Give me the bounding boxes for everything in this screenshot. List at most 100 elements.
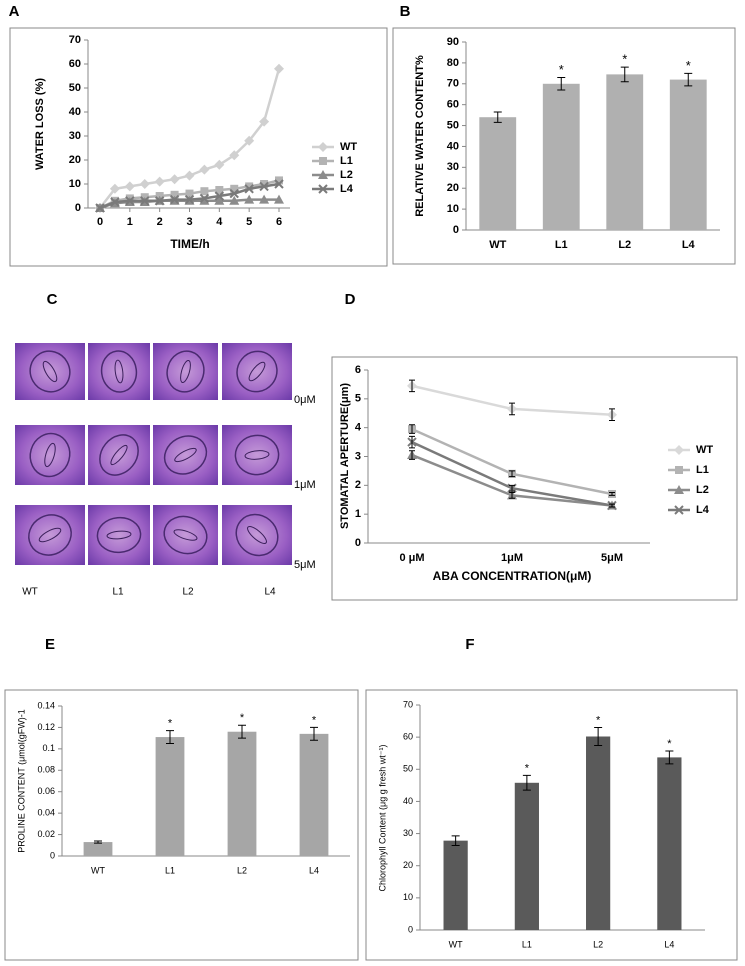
significance-mark: *	[622, 52, 627, 67]
point	[199, 164, 210, 175]
error-bar	[620, 66, 629, 83]
error-bar	[409, 435, 415, 449]
point	[199, 193, 210, 204]
bar	[657, 757, 682, 930]
point	[214, 191, 225, 201]
error-bar	[684, 72, 693, 87]
legend-label: L2	[340, 169, 353, 181]
error-bar	[409, 424, 415, 434]
y-tick-label: 70	[69, 34, 81, 46]
significance-mark: *	[240, 712, 245, 724]
bar	[479, 117, 517, 230]
legend-marker	[674, 505, 684, 515]
error-bar	[665, 750, 674, 765]
point	[230, 184, 239, 193]
legend-marker	[674, 485, 684, 494]
stomata-image	[15, 425, 85, 485]
error-bar	[409, 379, 415, 393]
stomatal-pore	[38, 527, 62, 543]
y-tick-label: 1	[355, 508, 361, 520]
x-tick-label: L2	[618, 239, 631, 251]
guard-cell	[29, 350, 71, 393]
y-tick-label: 80	[447, 57, 459, 69]
panel-label: B	[400, 3, 411, 20]
error-bar	[409, 450, 415, 460]
y-tick-label: 0.02	[37, 829, 55, 839]
y-tick-label: 60	[447, 99, 459, 111]
y-tick-label: 3	[355, 450, 361, 462]
y-tick-label: 30	[69, 130, 81, 142]
stomata-image	[15, 343, 85, 400]
significance-mark: *	[525, 762, 530, 774]
point	[184, 194, 195, 205]
error-bar	[493, 111, 502, 123]
row-label: 0μM	[294, 394, 316, 406]
stomatal-pore	[244, 450, 270, 460]
error-bar	[557, 77, 566, 91]
y-axis-title: WATER LOSS (%)	[34, 78, 46, 170]
column-label: L1	[112, 587, 124, 598]
y-axis-title: RELATIVE WATER CONTENT%	[414, 55, 426, 217]
error-bar	[609, 408, 615, 421]
stomatal-pore	[180, 359, 191, 384]
y-tick-label: 20	[447, 182, 459, 194]
significance-mark: *	[596, 714, 601, 726]
x-axis-title: TIME/h	[170, 237, 209, 251]
panel-label: D	[345, 291, 356, 308]
panel-frame	[365, 689, 738, 961]
panel-label: F	[465, 636, 474, 653]
error-bar	[594, 727, 603, 746]
stomata-image	[88, 425, 150, 485]
y-tick-label: 10	[447, 203, 459, 215]
bar	[586, 736, 611, 930]
x-tick-label: WT	[449, 939, 463, 949]
y-tick-label: 90	[447, 36, 459, 48]
bar	[83, 842, 113, 856]
stomatal-pore	[247, 526, 267, 544]
error-bar	[509, 402, 515, 416]
stomatal-pore	[114, 359, 124, 384]
point	[95, 203, 105, 213]
point	[275, 176, 283, 185]
error-bar	[509, 470, 515, 478]
point	[109, 183, 120, 194]
significance-mark: *	[667, 738, 672, 750]
x-tick-label: L1	[555, 239, 568, 251]
y-tick-label: 0.1	[42, 743, 55, 753]
bar	[155, 737, 185, 856]
stomatal-pore	[173, 529, 198, 541]
stomata-image	[88, 505, 150, 565]
x-tick-label: L4	[664, 939, 674, 949]
legend-label: L4	[696, 504, 710, 516]
stomata-image	[222, 343, 292, 400]
legend-label: L4	[340, 183, 354, 195]
y-tick-label: 10	[69, 178, 81, 190]
y-axis-title: Chlorophyll Content (μg g fresh wt⁻¹)	[377, 745, 387, 892]
y-tick-label: 0.14	[37, 700, 55, 710]
point	[259, 116, 270, 127]
y-tick-label: 20	[403, 860, 413, 870]
point	[274, 194, 284, 204]
legend-marker	[674, 445, 684, 455]
y-tick-label: 50	[69, 82, 81, 94]
legend-marker	[318, 184, 328, 194]
point	[274, 179, 284, 189]
point	[259, 181, 269, 192]
x-tick-label: L4	[309, 865, 319, 875]
y-tick-label: 4	[355, 422, 362, 434]
legend-marker	[318, 142, 328, 152]
guard-cell	[166, 350, 205, 393]
series-line	[411, 427, 613, 496]
x-tick-label: 1μM	[501, 552, 523, 564]
guard-cell	[99, 434, 139, 476]
y-tick-label: 0	[355, 537, 361, 549]
point	[245, 182, 254, 191]
point	[259, 194, 270, 204]
significance-mark: *	[168, 718, 173, 730]
point	[185, 189, 194, 198]
bar	[443, 840, 468, 930]
x-tick-label: 5μM	[601, 552, 623, 564]
x-tick-label: 3	[186, 216, 192, 228]
point	[139, 179, 150, 189]
stomata-image	[15, 505, 85, 565]
